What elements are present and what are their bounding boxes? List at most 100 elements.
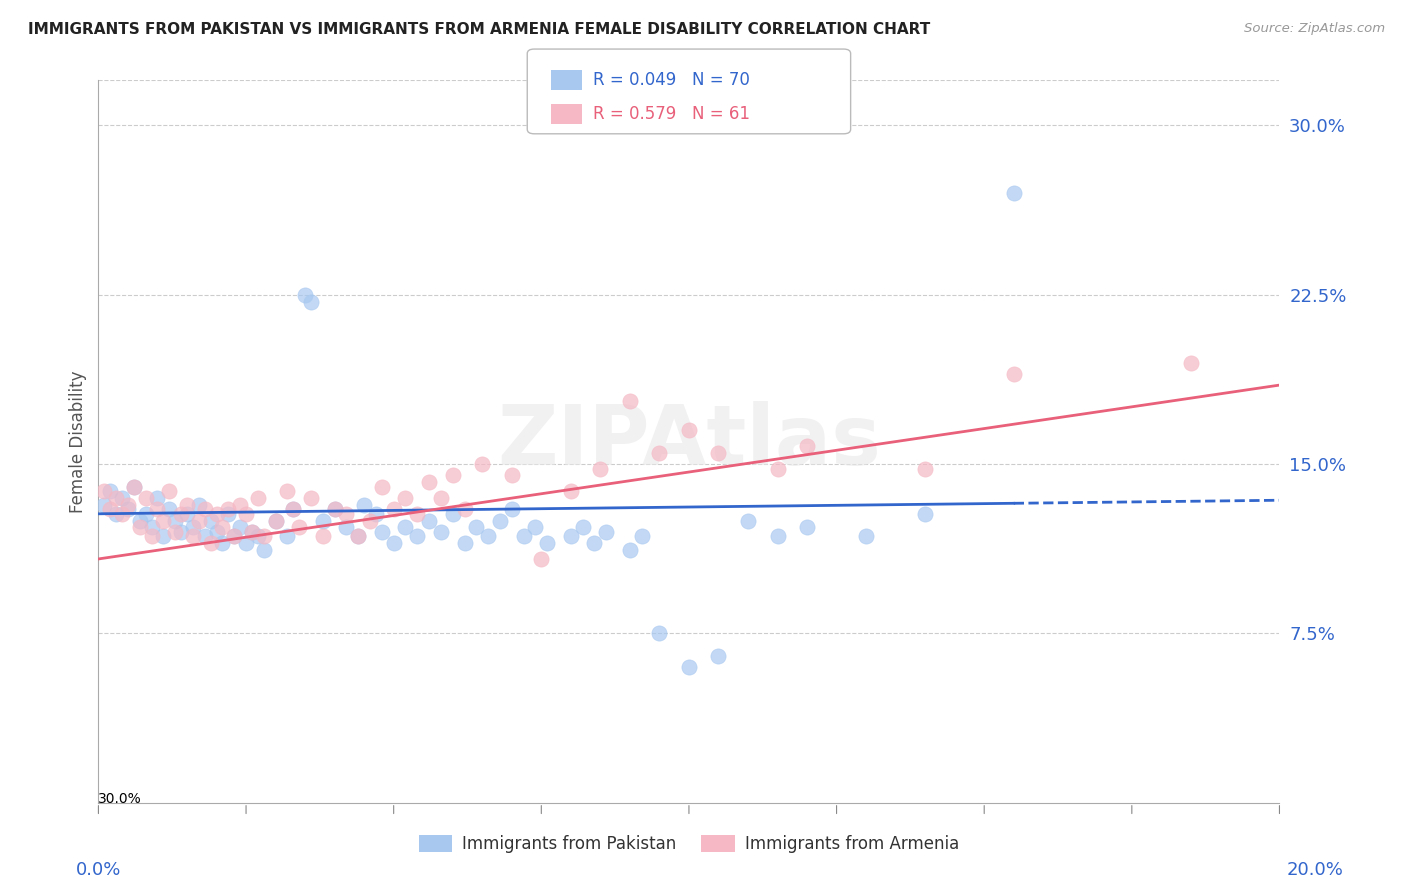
Point <box>170 507 193 521</box>
Point <box>240 524 263 539</box>
Point <box>194 502 217 516</box>
Point <box>501 468 523 483</box>
Point <box>630 529 652 543</box>
Point <box>1002 367 1025 381</box>
Point <box>347 529 370 543</box>
Point <box>98 484 121 499</box>
Point <box>128 514 150 528</box>
Point <box>678 423 700 437</box>
Point <box>453 502 475 516</box>
Point <box>914 461 936 475</box>
Point <box>394 520 416 534</box>
Point <box>152 514 174 528</box>
Point <box>229 498 252 512</box>
Point <box>371 524 394 539</box>
Text: R = 0.579   N = 61: R = 0.579 N = 61 <box>593 105 751 123</box>
Point <box>165 524 187 539</box>
Text: 30.0%: 30.0% <box>98 792 142 805</box>
Point <box>382 502 405 516</box>
Point <box>441 468 464 483</box>
Point <box>211 520 233 534</box>
Point <box>176 498 198 512</box>
Point <box>128 520 150 534</box>
Point <box>347 529 370 543</box>
Point <box>471 457 494 471</box>
Point <box>253 529 276 543</box>
Point <box>187 498 209 512</box>
Point <box>176 507 198 521</box>
Point <box>205 524 228 539</box>
Point <box>796 439 818 453</box>
Point <box>406 507 429 521</box>
Point <box>122 480 145 494</box>
Point <box>246 529 269 543</box>
Point <box>111 491 134 505</box>
Point <box>229 520 252 534</box>
Point <box>187 514 209 528</box>
Text: 0.0%: 0.0% <box>76 861 121 879</box>
Point <box>246 491 269 505</box>
Point <box>146 491 169 505</box>
Point <box>235 507 257 521</box>
Point <box>418 514 440 528</box>
Point <box>200 536 222 550</box>
Point <box>157 484 180 499</box>
Point <box>205 507 228 521</box>
Y-axis label: Female Disability: Female Disability <box>69 370 87 513</box>
Text: 20.0%: 20.0% <box>1286 861 1343 879</box>
Point <box>181 520 204 534</box>
Point <box>323 502 346 516</box>
Point <box>589 461 612 475</box>
Point <box>312 514 335 528</box>
Point <box>371 480 394 494</box>
Point <box>619 542 641 557</box>
Text: IMMIGRANTS FROM PAKISTAN VS IMMIGRANTS FROM ARMENIA FEMALE DISABILITY CORRELATIO: IMMIGRANTS FROM PAKISTAN VS IMMIGRANTS F… <box>28 22 931 37</box>
Point <box>477 529 499 543</box>
Point <box>501 502 523 516</box>
Text: R = 0.049   N = 70: R = 0.049 N = 70 <box>593 71 751 89</box>
Point <box>323 502 346 516</box>
Point <box>93 498 115 512</box>
Point <box>135 507 157 521</box>
Point <box>430 491 453 505</box>
Point <box>235 536 257 550</box>
Point <box>453 536 475 550</box>
Point <box>299 294 322 309</box>
Point <box>707 446 730 460</box>
Point <box>678 660 700 674</box>
Point <box>583 536 606 550</box>
Point <box>530 552 553 566</box>
Point <box>165 514 187 528</box>
Legend: Immigrants from Pakistan, Immigrants from Armenia: Immigrants from Pakistan, Immigrants fro… <box>412 828 966 860</box>
Point <box>299 491 322 505</box>
Point <box>430 524 453 539</box>
Point <box>117 502 139 516</box>
Point <box>571 520 593 534</box>
Point <box>489 514 512 528</box>
Point <box>512 529 534 543</box>
Point <box>359 514 381 528</box>
Point <box>382 536 405 550</box>
Point <box>766 461 789 475</box>
Point <box>105 491 128 505</box>
Point <box>276 529 298 543</box>
Point <box>217 507 239 521</box>
Point <box>796 520 818 534</box>
Text: Source: ZipAtlas.com: Source: ZipAtlas.com <box>1244 22 1385 36</box>
Point <box>648 626 671 640</box>
Point <box>766 529 789 543</box>
Point <box>240 524 263 539</box>
Point <box>1002 186 1025 201</box>
Point <box>122 480 145 494</box>
Point <box>283 502 305 516</box>
Point <box>146 502 169 516</box>
Point <box>560 484 582 499</box>
Point <box>93 484 115 499</box>
Point <box>1180 355 1202 369</box>
Point <box>737 514 759 528</box>
Point <box>141 529 163 543</box>
Point <box>648 446 671 460</box>
Point <box>217 502 239 516</box>
Point <box>117 498 139 512</box>
Point <box>224 529 246 543</box>
